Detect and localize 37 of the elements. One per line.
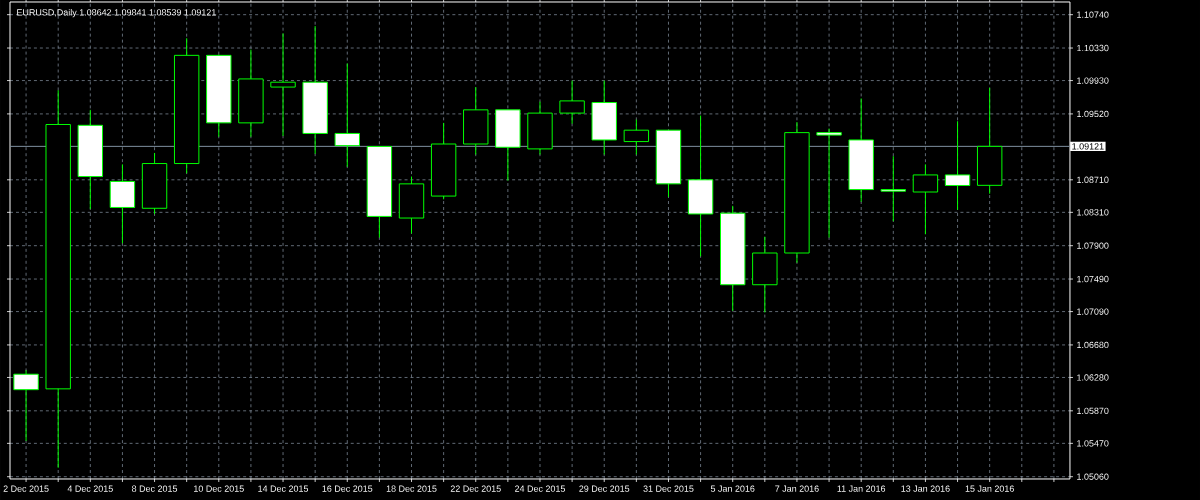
y-tick-label: 1.05870: [1077, 407, 1109, 414]
y-tick-label: 1.09520: [1077, 110, 1109, 118]
y-tick-label: 1.08310: [1077, 209, 1109, 216]
y-tick-label: 1.08710: [1077, 176, 1109, 183]
ref-line-label: 1.09121: [1072, 143, 1104, 150]
x-tick-label: 15 Jan 2016: [965, 485, 1014, 492]
x-tick-label: 11 Jan 2016: [837, 485, 886, 492]
x-tick-label: 5 Jan 2016: [710, 485, 755, 492]
x-tick-label: 24 Dec 2015: [515, 485, 566, 492]
x-tick-label: 8 Dec 2015: [132, 485, 178, 492]
y-tick-label: 1.06280: [1077, 374, 1109, 381]
y-tick-label: 1.07490: [1077, 275, 1109, 283]
y-tick-label: 1.06680: [1077, 341, 1109, 349]
x-tick-label: 7 Jan 2016: [775, 485, 819, 492]
x-tick-label: 22 Dec 2015: [450, 485, 501, 492]
y-tick-label: 1.10330: [1077, 44, 1109, 52]
candlestick: [880, 155, 907, 222]
x-tick-label: 29 Dec 2015: [579, 485, 630, 492]
candlestick: [334, 62, 360, 168]
x-tick-label: 16 Dec 2015: [322, 485, 373, 492]
y-tick-label: 1.10740: [1077, 11, 1109, 18]
y-tick-label: 1.05470: [1077, 440, 1109, 447]
x-tick-label: 13 Jan 2016: [901, 485, 950, 492]
x-tick-label: 18 Dec 2015: [386, 485, 437, 492]
candlestick: [816, 128, 842, 239]
y-tick-label: 1.09930: [1077, 77, 1109, 84]
candlestick: [944, 120, 971, 211]
x-tick-label: 14 Dec 2015: [258, 485, 309, 492]
text: EURUSD,Daily 1.08642 1.09841 1.08539 1.09121: [17, 8, 216, 18]
x-tick-label: 31 Dec 2015: [643, 485, 694, 492]
candlestick: [270, 32, 296, 137]
y-tick-label: 1.05060: [1077, 473, 1109, 480]
y-tick-label: 1.07900: [1077, 242, 1109, 249]
x-tick-label: 4 Dec 2015: [67, 485, 113, 492]
x-tick-label: 2 Dec 2015: [3, 485, 49, 492]
x-tick-label: 10 Dec 2015: [194, 485, 244, 492]
y-tick-label: 1.07090: [1077, 308, 1109, 315]
